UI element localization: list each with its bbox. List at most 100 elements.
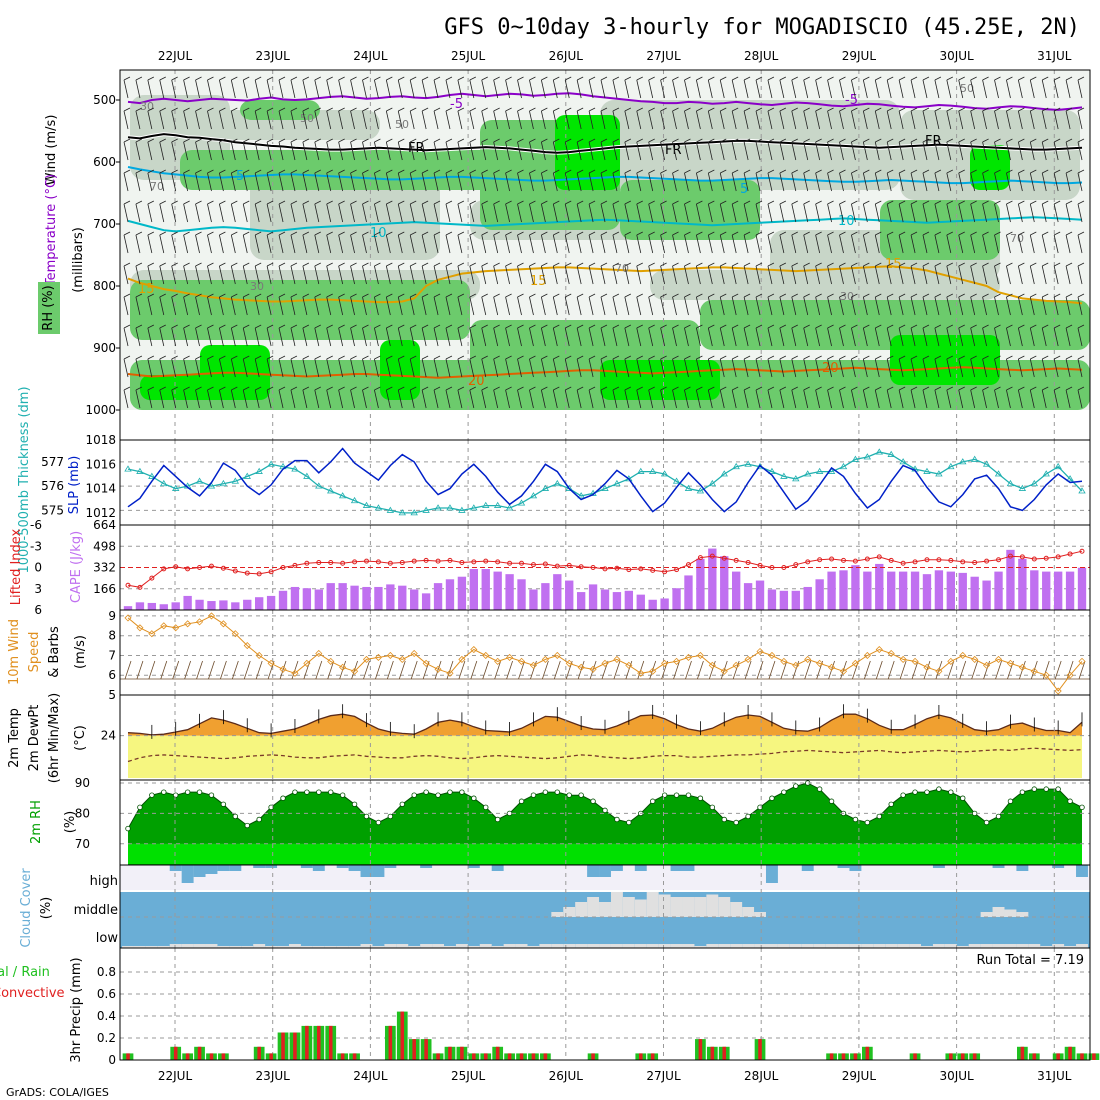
low-cloud-gap-bar [1040, 946, 1053, 948]
thickness-point [887, 450, 895, 457]
wind-barb [171, 203, 177, 223]
wind-barb [994, 172, 999, 192]
wind-barb [1006, 234, 1011, 254]
wind-barb [457, 234, 463, 254]
rh-contour-label: 50 [395, 118, 409, 131]
wind-barb [1077, 79, 1083, 99]
wind-barb [421, 110, 427, 130]
wind-barb-flag [898, 386, 906, 391]
wind-barb-flag [1077, 355, 1085, 360]
wind-barb-flag [851, 355, 858, 360]
wind-barb-flag [505, 324, 512, 329]
wind-barb [219, 141, 224, 161]
wind-barb-flag [565, 107, 572, 112]
wind-barb-flag [254, 138, 262, 143]
wind-barb-flag [410, 107, 417, 112]
wind-barb-flag [314, 293, 321, 298]
wind-barb [397, 172, 403, 192]
wind-barb-flag [791, 200, 798, 205]
wind-speed-point [517, 657, 526, 665]
low-cloud-gap-bar [145, 946, 158, 948]
wind-barb [433, 79, 439, 99]
lifted-index-point [173, 564, 179, 570]
wind-barb-flag [588, 324, 596, 329]
wind-barb [934, 141, 940, 161]
precip-convective-bar [531, 1053, 536, 1060]
wind-barb [469, 389, 475, 409]
wind-barb-flag [493, 200, 500, 205]
wind-barb [314, 265, 320, 285]
wind-barb-flag [398, 76, 405, 81]
cape-bar [207, 601, 216, 610]
wind-speed-point [1042, 671, 1050, 679]
wind-barb [719, 141, 725, 161]
wind-barb [552, 203, 558, 223]
wind-barb [326, 265, 332, 285]
rh2m-point [1007, 798, 1014, 804]
wind-barb [911, 660, 919, 680]
wind-barb-flag [505, 293, 512, 298]
wind-barb [1053, 358, 1059, 378]
wind-barb [1053, 389, 1059, 409]
wind-barb-flag [1077, 386, 1085, 391]
cape-bar [779, 590, 789, 610]
wind-barb-flag [982, 169, 989, 174]
wind-barb-flag [183, 293, 190, 298]
lifted-index-point [304, 560, 310, 566]
wind-barb-flag [743, 76, 751, 81]
wind-barb [421, 234, 427, 254]
wind-barb-flag [195, 169, 202, 174]
wind-barb-flag [314, 386, 321, 391]
thickness-point [195, 477, 204, 484]
wind-barb [910, 141, 916, 161]
wind-barb [326, 234, 332, 254]
wind-barb [660, 79, 666, 99]
thickness-point [732, 462, 740, 470]
wind-barb-flag [553, 262, 560, 267]
wind-speed-point [684, 653, 693, 662]
wind-barb-flag [648, 386, 655, 391]
wind-barb-flag [302, 169, 310, 174]
wind-barb-flag [612, 293, 620, 298]
wind-barb-flag [493, 107, 500, 112]
contour-label: FR [925, 134, 942, 149]
lifted-index-point [1043, 555, 1049, 561]
wind-barb-flag [672, 169, 679, 174]
wind-barb [266, 79, 272, 99]
thickness-point [470, 504, 478, 511]
thickness-point [291, 465, 299, 472]
wind-barb [899, 660, 907, 680]
wind-barb-flag [600, 386, 608, 391]
low-cloud-gap-bar [658, 944, 671, 948]
pressure-tick-label: 800 [93, 279, 116, 293]
wind-barb-flag [1018, 200, 1025, 205]
wind-barb-flag [481, 107, 488, 112]
wind-barb-flag [553, 138, 560, 143]
wind-barb-flag [815, 200, 822, 205]
thickness-point [482, 501, 490, 508]
wind-barb-flag [755, 107, 763, 112]
wind-barb-flag [350, 169, 357, 174]
wind-barb-flag [469, 200, 477, 205]
wind-barb [338, 110, 344, 130]
precip-convective-bar [269, 1053, 273, 1060]
wind-barb [767, 265, 773, 285]
wind-barb-flag [529, 386, 536, 391]
wind-barb-flag [553, 324, 560, 329]
wind-barb-flag [541, 324, 548, 329]
wind-barb-flag [863, 138, 870, 143]
wind-barb-flag [1065, 386, 1073, 391]
wind-barb-flag [278, 324, 286, 329]
wind-barb [672, 389, 677, 409]
lifted-index-point [519, 560, 525, 566]
wind-barb-flag [219, 293, 226, 298]
wind-barb [278, 265, 284, 285]
wind-barb-flag [612, 355, 620, 360]
wind-barb [171, 358, 177, 378]
wind-barb [302, 110, 308, 130]
wind-barb-flag [696, 200, 703, 205]
wind-barb-flag [374, 76, 381, 81]
wind-barb [970, 358, 976, 378]
wind-barb [457, 296, 463, 316]
